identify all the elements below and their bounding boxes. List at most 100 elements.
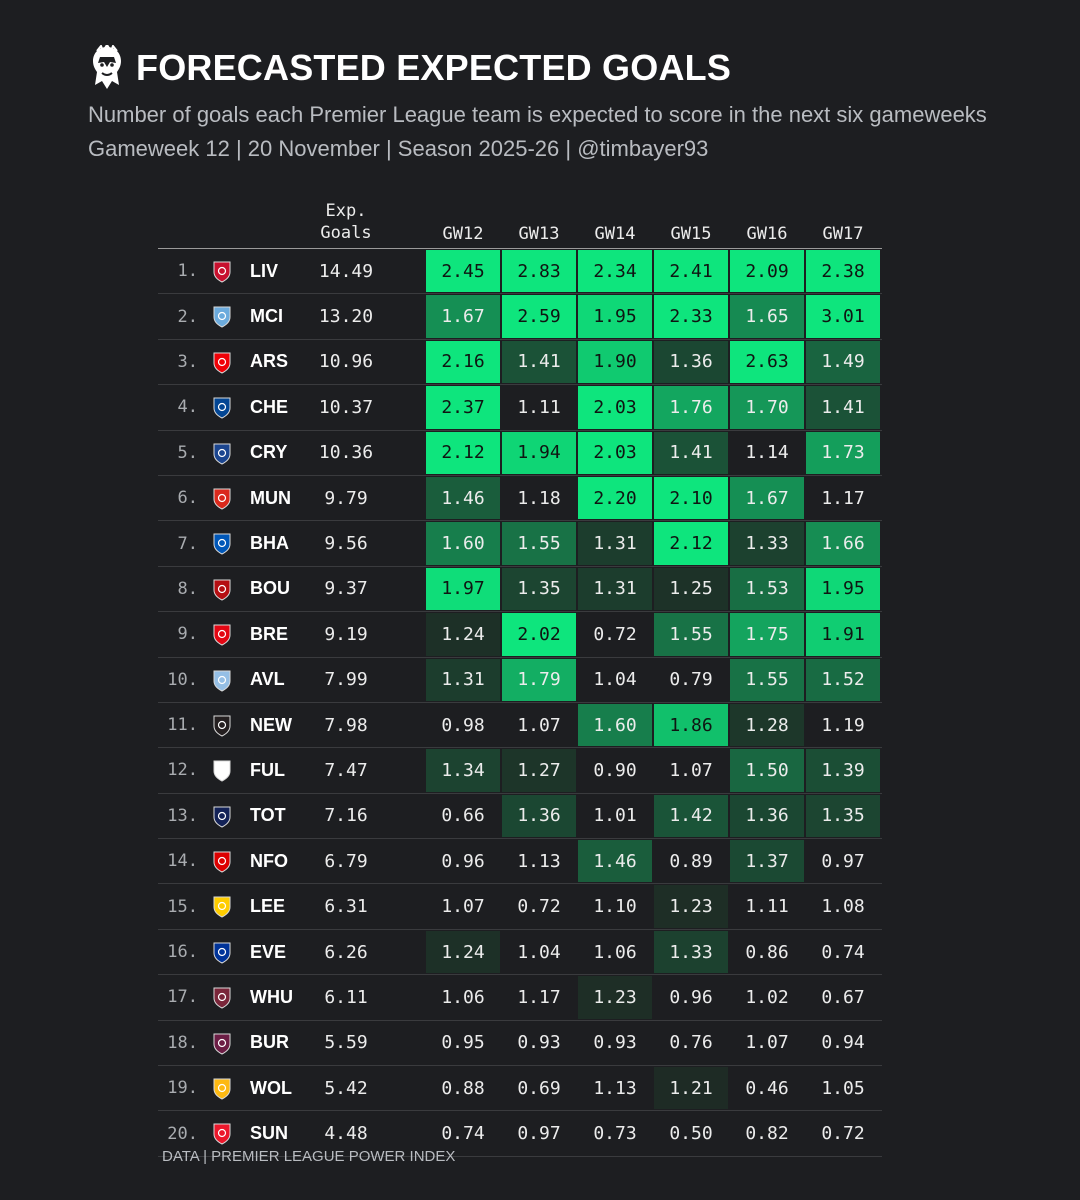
exp-goals-total: 7.99	[324, 669, 368, 691]
everton-crest-icon	[213, 942, 231, 964]
table-row: 6. MUN 9.79 1.46 1.18 2.20 2.10 1.67 1.17	[158, 476, 882, 522]
header-gw13: GW13	[518, 224, 560, 244]
leeds-crest-icon	[213, 896, 231, 919]
xg-cell-gw14: 1.13	[593, 1077, 637, 1099]
rank: 15.	[167, 896, 198, 917]
team-abbr: LIV	[250, 260, 279, 281]
xg-cell-gw15: 0.79	[669, 669, 713, 691]
rank: 6.	[177, 488, 198, 509]
exp-goals-total: 10.37	[318, 396, 374, 418]
team-abbr: WHU	[250, 986, 293, 1007]
team-abbr: TOT	[250, 805, 286, 826]
xg-cell-gw17: 1.17	[821, 487, 865, 509]
xg-cell-gw12: 1.24	[426, 613, 500, 656]
xg-cell-gw13: 0.97	[517, 1123, 561, 1145]
xg-cell-gw17: 1.73	[806, 431, 880, 474]
team-abbr: BRE	[250, 623, 289, 644]
rank: 14.	[167, 851, 198, 872]
xg-cell-gw13: 1.11	[517, 396, 561, 418]
xg-cell-gw15: 1.41	[654, 431, 728, 474]
xg-cell-gw14: 2.20	[578, 476, 652, 520]
xg-cell-gw14: 1.10	[593, 896, 637, 918]
xg-cell-gw15: 1.33	[654, 930, 728, 974]
xg-cell-gw16: 1.65	[730, 295, 804, 338]
xg-cell-gw17: 3.01	[806, 295, 880, 338]
xg-cell-gw12: 1.97	[426, 567, 500, 611]
xg-cell-gw16: 2.63	[730, 340, 804, 384]
xg-cell-gw12: 1.24	[426, 930, 500, 974]
exp-goals-total: 13.20	[318, 306, 374, 328]
exp-goals-total: 14.49	[318, 260, 374, 282]
xg-cell-gw12: 2.37	[426, 386, 500, 429]
xg-cell-gw12: 0.95	[441, 1032, 485, 1054]
header-exp-goals: Exp. Goals	[308, 200, 384, 244]
xg-cell-gw16: 1.02	[745, 986, 789, 1008]
exp-goals-total: 4.48	[324, 1123, 368, 1145]
team-abbr: NEW	[250, 714, 292, 735]
xg-cell-gw12: 1.06	[441, 986, 485, 1008]
brighton-crest-icon	[213, 533, 231, 555]
rank: 2.	[177, 306, 198, 327]
xg-cell-gw15: 2.10	[654, 476, 728, 520]
table-row: 12. FUL 7.47 1.34 1.27 0.90 1.07 1.50 1.39	[158, 748, 882, 794]
rank: 12.	[167, 760, 198, 781]
xg-cell-gw13: 1.94	[502, 431, 576, 474]
table-row: 15. LEE 6.31 1.07 0.72 1.10 1.23 1.11 1.08	[158, 884, 882, 930]
subtitle-line-1: Number of goals each Premier League team…	[88, 102, 987, 127]
table-row: 18. BUR 5.59 0.95 0.93 0.93 0.76 1.07 0.94	[158, 1021, 882, 1067]
exp-goals-total: 9.19	[324, 623, 368, 645]
xg-cell-gw14: 1.04	[593, 669, 637, 691]
sunderland-crest-icon	[213, 1123, 231, 1145]
xg-cell-gw16: 1.67	[730, 476, 804, 520]
rank: 20.	[167, 1123, 198, 1144]
rank: 7.	[177, 533, 198, 554]
team-abbr: AVL	[250, 669, 285, 690]
xg-cell-gw13: 1.07	[517, 714, 561, 736]
xg-cell-gw16: 2.09	[730, 250, 804, 293]
xg-cell-gw12: 2.45	[426, 250, 500, 293]
xg-cell-gw14: 1.31	[578, 522, 652, 565]
team-abbr: BOU	[250, 578, 290, 599]
bournemouth-crest-icon	[213, 579, 231, 601]
xg-cell-gw17: 0.74	[821, 941, 865, 963]
xg-table: Exp. Goals GW12 GW13 GW14 GW15 GW16 GW17 1. LI…	[158, 196, 882, 1157]
xg-cell-gw17: 1.35	[806, 794, 880, 838]
team-abbr: WOL	[250, 1077, 292, 1098]
man-united-crest-icon	[213, 488, 231, 510]
xg-cell-gw16: 1.36	[730, 794, 804, 838]
xg-cell-gw15: 1.25	[654, 567, 728, 611]
xg-cell-gw14: 1.46	[578, 840, 652, 883]
table-row: 17. WHU 6.11 1.06 1.17 1.23 0.96 1.02 0.67	[158, 975, 882, 1021]
xg-cell-gw12: 0.74	[441, 1123, 485, 1145]
xg-cell-gw17: 1.41	[806, 386, 880, 429]
xg-cell-gw13: 0.69	[517, 1077, 561, 1099]
west-ham-crest-icon	[213, 987, 231, 1009]
xg-cell-gw15: 0.96	[669, 986, 713, 1008]
header-gw16: GW16	[746, 224, 788, 244]
team-abbr: NFO	[250, 850, 288, 871]
xg-cell-gw14: 0.90	[593, 759, 637, 781]
aston-villa-crest-icon	[213, 670, 231, 692]
rank: 11.	[167, 715, 198, 736]
rank: 5.	[177, 442, 198, 463]
xg-cell-gw15: 1.42	[654, 794, 728, 838]
header: FORECASTED EXPECTED GOALS Number of goal…	[88, 44, 987, 166]
rank: 3.	[177, 351, 198, 372]
header-gw14: GW14	[594, 224, 636, 244]
subtitle-line-2: Gameweek 12 | 20 November | Season 2025-…	[88, 136, 709, 161]
team-abbr: CHE	[250, 396, 289, 417]
xg-cell-gw15: 1.23	[654, 885, 728, 928]
table-row: 11. NEW 7.98 0.98 1.07 1.60 1.86 1.28 1.19	[158, 703, 882, 749]
exp-goals-total: 7.98	[324, 714, 368, 736]
xg-cell-gw17: 0.97	[821, 850, 865, 872]
xg-cell-gw12: 1.31	[426, 658, 500, 701]
rank: 18.	[167, 1032, 198, 1053]
exp-goals-total: 9.79	[324, 487, 368, 509]
table-row: 7. BHA 9.56 1.60 1.55 1.31 2.12 1.33 1.66	[158, 521, 882, 567]
team-abbr: EVE	[250, 941, 287, 962]
xg-cell-gw16: 1.33	[730, 522, 804, 565]
xg-cell-gw16: 1.14	[745, 442, 789, 464]
xg-cell-gw15: 0.76	[669, 1032, 713, 1054]
rank: 9.	[177, 624, 198, 645]
header-exp-line1: Exp.	[325, 201, 367, 221]
